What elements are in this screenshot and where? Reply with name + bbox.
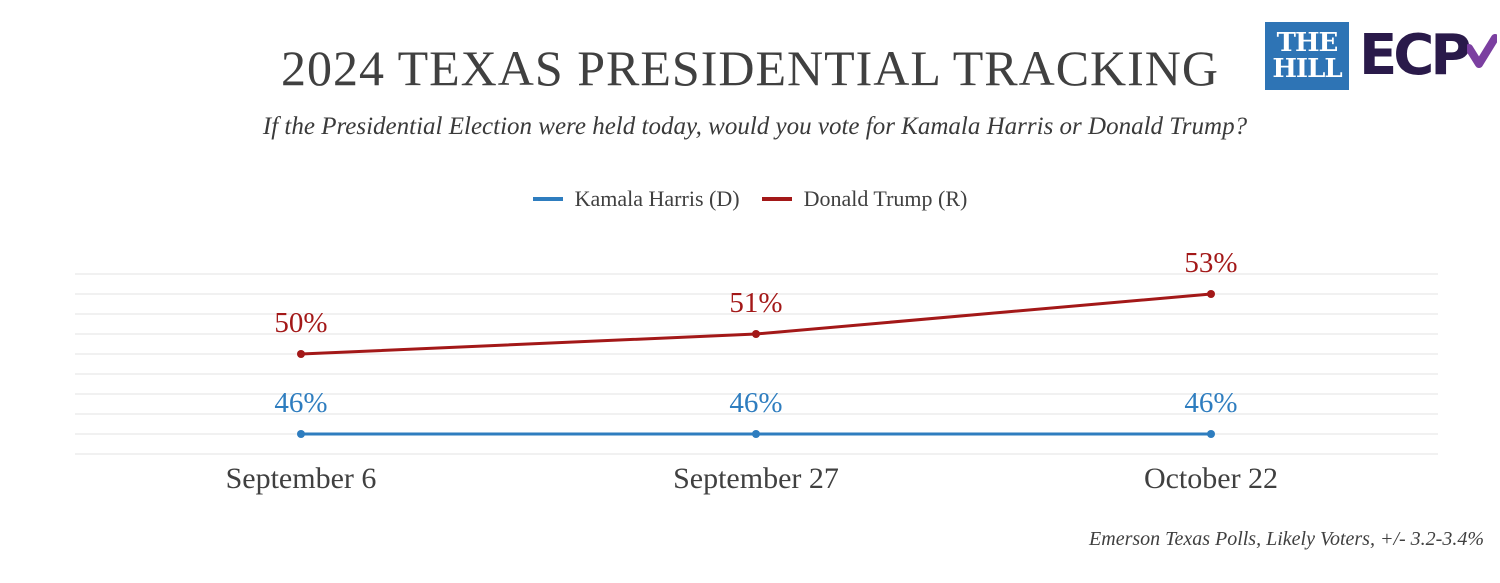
data-point-harris [1207, 430, 1215, 438]
legend-item-trump: Donald Trump (R) [761, 186, 968, 212]
the-hill-logo-line2: HILL [1272, 54, 1342, 84]
chart-subtitle: If the Presidential Election were held t… [262, 113, 1248, 140]
data-label-harris: 46% [729, 387, 782, 419]
the-hill-logo-line1: THE [1276, 28, 1339, 58]
data-point-trump [752, 330, 760, 338]
data-label-harris: 46% [1184, 387, 1237, 419]
ecp-logo-text: ECP [1359, 23, 1471, 88]
source-note: Emerson Texas Polls, Likely Voters, +/- … [1089, 528, 1484, 550]
data-label-trump: 50% [274, 307, 327, 339]
data-label-trump: 51% [729, 287, 782, 319]
ecp-logo: ECP [1359, 23, 1498, 88]
data-point-harris [752, 430, 760, 438]
the-hill-logo: THE HILL [1265, 22, 1349, 90]
legend-item-harris: Kamala Harris (D) [532, 186, 740, 212]
legend-swatch-trump [761, 197, 792, 201]
data-label-harris: 46% [274, 387, 327, 419]
logo-group: THE HILL ECP [1265, 22, 1498, 90]
legend-swatch-harris [532, 197, 563, 201]
chart-title-text: 2024 TEXAS PRESIDENTIAL TRACKING [280, 40, 1220, 96]
data-point-harris [297, 430, 305, 438]
ecp-checkmark-icon [1467, 34, 1498, 68]
data-point-trump [297, 350, 305, 358]
series-points [297, 290, 1215, 438]
data-label-trump: 53% [1184, 247, 1237, 279]
legend-label-trump: Donald Trump (R) [803, 186, 968, 211]
x-tick-label: September 27 [673, 462, 839, 495]
x-axis-ticks: September 6 September 27 October 22 [226, 462, 1278, 495]
data-labels: 46% 46% 46% 50% 51% 53% [274, 247, 1237, 419]
gridlines [75, 273, 1438, 455]
data-point-trump [1207, 290, 1215, 298]
chart-legend: Kamala Harris (D) Donald Trump (R) [0, 186, 1500, 212]
legend-label-harris: Kamala Harris (D) [574, 186, 740, 211]
chart-title: 2024 TEXAS PRESIDENTIAL TRACKING [0, 38, 1500, 98]
x-tick-label: September 6 [226, 462, 377, 495]
x-tick-label: October 22 [1144, 462, 1278, 495]
